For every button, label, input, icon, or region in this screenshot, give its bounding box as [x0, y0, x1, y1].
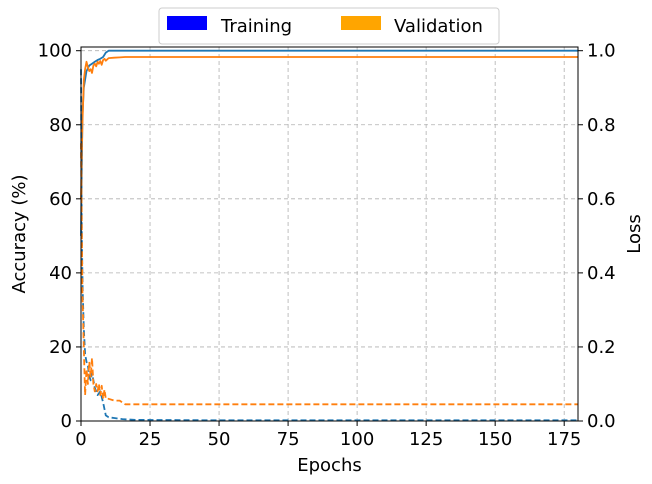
legend-swatch-validation — [341, 16, 381, 30]
x-tick-label: 100 — [340, 429, 374, 450]
legend-label-training: Training — [220, 16, 292, 37]
y2-tick-label: 0.4 — [587, 263, 616, 284]
y-tick-label: 20 — [49, 337, 72, 358]
y2-tick-label: 0.0 — [587, 411, 616, 432]
y-axis-label: Accuracy (%) — [9, 174, 30, 293]
x-axis-label: Epochs — [297, 455, 362, 476]
x-tick-label: 75 — [277, 429, 300, 450]
ticks: 0 25 50 75 100 125 150 175 0 20 40 60 80 100 0.0 0.2 0.4… — [38, 41, 616, 450]
y2-tick-label: 0.6 — [587, 189, 616, 210]
legend: Training Validation — [158, 7, 500, 45]
y2-tick-label: 0.8 — [587, 115, 616, 136]
x-tick-label: 150 — [478, 429, 512, 450]
y2-axis-label: Loss — [624, 214, 645, 253]
y2-tick-label: 0.2 — [587, 337, 616, 358]
plot-frame — [80, 46, 579, 422]
series-line-training-loss — [80, 69, 578, 422]
x-tick-label: 0 — [75, 429, 86, 450]
series-line-training-accuracy — [80, 49, 578, 236]
x-tick-label: 25 — [139, 429, 162, 450]
legend-frame — [158, 7, 500, 45]
legend-swatch-training — [167, 16, 207, 30]
series-line-validation-accuracy — [80, 56, 578, 199]
y-tick-label: 80 — [49, 115, 72, 136]
y-tick-label: 40 — [49, 263, 72, 284]
y-tick-label: 0 — [61, 411, 72, 432]
x-tick-label: 125 — [409, 429, 443, 450]
y-tick-label: 100 — [38, 41, 72, 62]
y2-tick-label: 1.0 — [587, 41, 616, 62]
series-group — [80, 49, 578, 422]
x-tick-label: 175 — [547, 429, 581, 450]
series-line-validation-loss — [80, 143, 578, 406]
legend-label-validation: Validation — [394, 16, 483, 37]
y-tick-label: 60 — [49, 189, 72, 210]
x-tick-label: 50 — [208, 429, 231, 450]
